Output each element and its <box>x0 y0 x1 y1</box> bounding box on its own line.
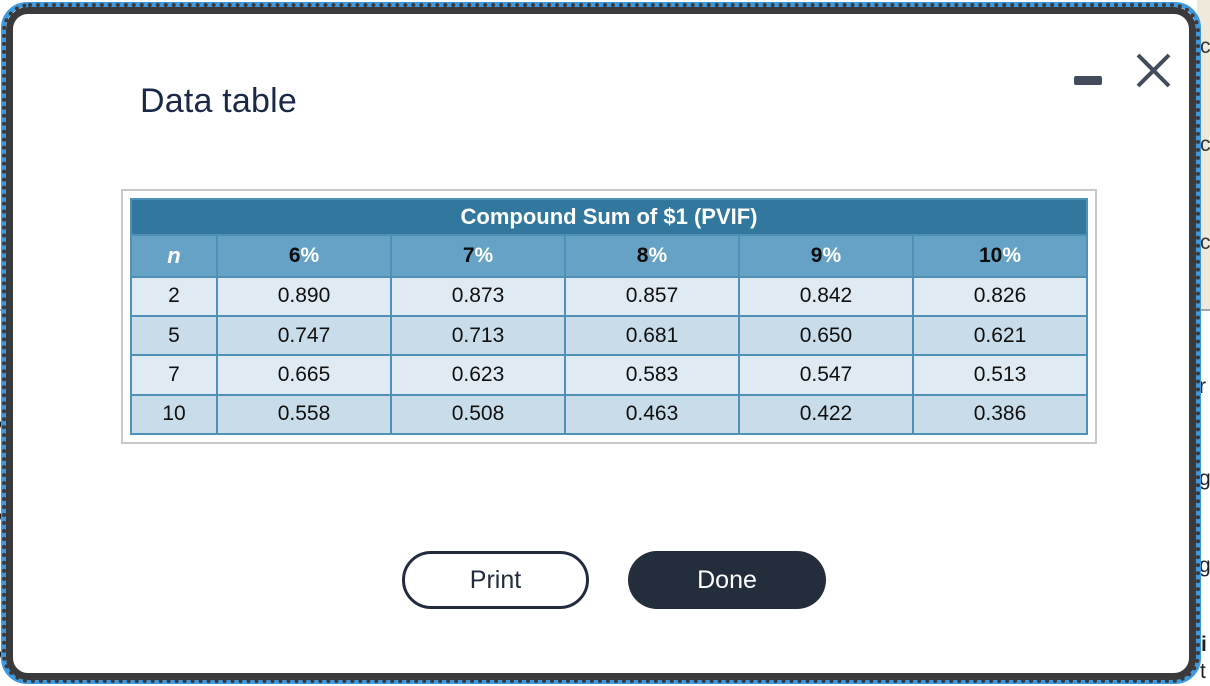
table-cell: 0.681 <box>564 314 740 357</box>
table-cell: 0.386 <box>911 393 1089 436</box>
background-text-fragment: i <box>1201 633 1207 656</box>
table-cell: 0.857 <box>564 275 740 317</box>
column-header-10pct: 10% <box>911 234 1089 278</box>
minimize-icon <box>1074 76 1102 85</box>
table-cell: 0.826 <box>911 275 1089 317</box>
background-text-fragment: c <box>1200 133 1210 156</box>
header-number: 6 <box>288 243 301 267</box>
close-button[interactable] <box>1131 47 1175 91</box>
column-header-9pct: 9% <box>737 234 914 278</box>
table-row: 2 0.890 0.873 0.857 0.842 0.826 <box>129 275 1089 317</box>
background-text-fragment: c <box>1200 231 1210 254</box>
background-text-fragment: ' <box>0 362 1 383</box>
table-caption: Compound Sum of $1 (PVIF) <box>130 197 1088 237</box>
column-header-7pct: 7% <box>390 234 566 278</box>
header-number: 8 <box>636 243 649 267</box>
header-number: 7 <box>462 243 475 267</box>
row-label: 2 <box>129 275 219 317</box>
table-cell: 0.713 <box>390 314 566 357</box>
table-row: 7 0.665 0.623 0.583 0.547 0.513 <box>129 354 1089 396</box>
row-label: 7 <box>129 354 219 396</box>
table-cell: 0.842 <box>737 275 914 317</box>
header-row: n 6% 7% 8% 9% 10% <box>129 234 1089 278</box>
header-number: 10 <box>978 243 1003 267</box>
table-cell: 0.665 <box>216 354 393 396</box>
table-cell: 0.422 <box>737 393 914 436</box>
table-cell: 0.583 <box>564 354 740 396</box>
page-title: Data table <box>140 82 297 120</box>
background-text-fragment: t <box>1200 660 1206 683</box>
print-button[interactable]: Print <box>402 551 589 609</box>
table-row: 5 0.747 0.713 0.681 0.650 0.621 <box>129 314 1089 357</box>
table-cell: 0.623 <box>390 354 566 396</box>
table-cell: 0.513 <box>911 354 1089 396</box>
table-cell: 0.547 <box>737 354 914 396</box>
table-cell: 0.650 <box>737 314 914 357</box>
header-percent-sign: % <box>300 243 320 267</box>
table-cell: 0.873 <box>390 275 566 317</box>
table-cell: 0.508 <box>390 393 566 436</box>
column-header-n: n <box>129 234 219 278</box>
background-text-fragment: g <box>1199 554 1210 577</box>
header-percent-sign: % <box>648 243 668 267</box>
background-text-fragment: r <box>1199 375 1206 398</box>
header-number: 9 <box>810 243 823 267</box>
row-label: 5 <box>129 314 219 357</box>
row-label: 10 <box>129 393 219 436</box>
table-cell: 0.558 <box>216 393 393 436</box>
done-button[interactable]: Done <box>628 551 826 609</box>
table-cell: 0.463 <box>564 393 740 436</box>
background-text-fragment: g <box>1199 467 1210 490</box>
header-percent-sign: % <box>1002 243 1021 267</box>
close-icon <box>1136 53 1171 88</box>
header-percent-sign: % <box>474 243 494 267</box>
column-header-8pct: 8% <box>564 234 740 278</box>
background-text-fragment: c <box>1200 35 1210 58</box>
header-percent-sign: % <box>822 243 842 267</box>
column-header-6pct: 6% <box>216 234 393 278</box>
table-cell: 0.890 <box>216 275 393 317</box>
table-cell: 0.747 <box>216 314 393 357</box>
table-row: 10 0.558 0.508 0.463 0.422 0.386 <box>129 393 1089 436</box>
data-table-dialog: Data table Compound Sum of $1 (PVIF) <box>6 7 1196 680</box>
table-frame: Compound Sum of $1 (PVIF) n 6% 7% 8% 9% … <box>121 189 1097 444</box>
table-cell: 0.621 <box>911 314 1089 357</box>
pvif-table: Compound Sum of $1 (PVIF) n 6% 7% 8% 9% … <box>129 197 1089 436</box>
minimize-button[interactable] <box>1071 66 1105 88</box>
